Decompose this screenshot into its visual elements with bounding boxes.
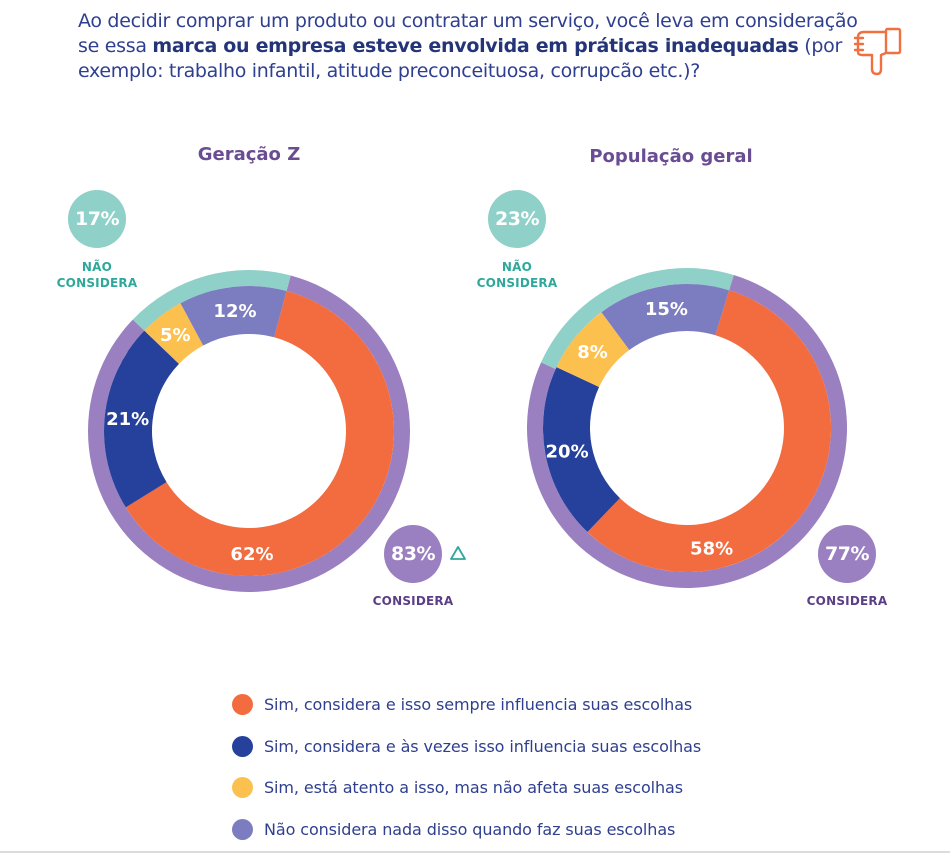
legend-swatch xyxy=(232,735,253,757)
bottom-divider xyxy=(0,851,950,853)
chart-title-geracao-z: Geração Z xyxy=(197,144,301,165)
segment-label: 62% xyxy=(230,544,273,565)
question-text-end: (por exemplo: trabalho infantil, atitude… xyxy=(78,35,842,82)
survey-question: Ao decidir comprar um produto ou contrat… xyxy=(78,9,858,84)
legend-item-not-consider: Não considera nada disso quando faz suas… xyxy=(232,809,701,851)
label-line: CONSIDERA xyxy=(476,276,558,290)
outer-arc-nao-considera xyxy=(132,270,291,331)
legend-label: Sim, considera e às vezes isso influenci… xyxy=(264,736,702,756)
segment-label: 8% xyxy=(577,342,608,363)
segment-not-consider xyxy=(601,284,730,350)
considera-label-populacao-geral: CONSIDERA xyxy=(806,594,888,608)
chart-title-populacao-geral: População geral xyxy=(589,146,753,167)
question-text-start: Ao decidir comprar um produto ou contrat… xyxy=(78,10,858,57)
donut-geracao-z: 62% 21% 5% 12% xyxy=(88,270,411,593)
segment-always xyxy=(587,290,832,573)
considera-badge-geracao-z: 83% xyxy=(384,525,442,583)
label-line: NÃO xyxy=(501,260,533,274)
outer-arc-nao-considera xyxy=(541,268,734,369)
question-text-bold: marca ou empresa esteve envolvida em prá… xyxy=(152,35,799,57)
legend: Sim, considera e isso sempre influencia … xyxy=(232,684,701,850)
legend-label: Sim, considera e isso sempre influencia … xyxy=(264,695,693,715)
segment-aware xyxy=(556,312,630,387)
segment-always xyxy=(125,290,395,577)
label-line: NÃO xyxy=(81,260,113,274)
donut-populacao-geral: 58% 20% 8% 15% xyxy=(527,268,847,589)
segment-label: 21% xyxy=(106,409,149,430)
segment-aware xyxy=(144,303,204,364)
considera-badge-populacao-geral: 77% xyxy=(818,525,876,583)
significance-triangle-icon xyxy=(450,546,466,560)
thumbs-down-icon xyxy=(853,27,902,76)
segment-not-consider xyxy=(180,286,287,346)
legend-label: Sim, está atento a isso, mas não afeta s… xyxy=(264,778,683,798)
nao-considera-label-populacao-geral: NÃO CONSIDERA xyxy=(462,259,572,291)
label-line: CONSIDERA xyxy=(56,276,138,290)
segment-label: 20% xyxy=(546,441,589,462)
legend-swatch xyxy=(232,694,253,716)
segment-label: 5% xyxy=(160,325,191,346)
legend-swatch xyxy=(232,777,253,799)
legend-swatch xyxy=(232,818,253,840)
legend-item-always: Sim, considera e isso sempre influencia … xyxy=(232,684,701,726)
legend-item-sometimes: Sim, considera e às vezes isso influenci… xyxy=(232,726,701,768)
nao-considera-badge-geracao-z: 17% xyxy=(68,190,126,248)
segment-sometimes xyxy=(103,330,179,508)
legend-label: Não considera nada disso quando faz suas… xyxy=(264,819,676,839)
considera-label-geracao-z: CONSIDERA xyxy=(372,594,454,608)
legend-item-aware: Sim, está atento a isso, mas não afeta s… xyxy=(232,767,701,809)
segment-label: 15% xyxy=(645,299,688,320)
segment-label: 58% xyxy=(690,538,733,559)
nao-considera-badge-populacao-geral: 23% xyxy=(488,190,546,248)
segment-label: 12% xyxy=(213,301,256,322)
nao-considera-label-geracao-z: NÃO CONSIDERA xyxy=(42,259,152,291)
segment-sometimes xyxy=(543,367,620,533)
